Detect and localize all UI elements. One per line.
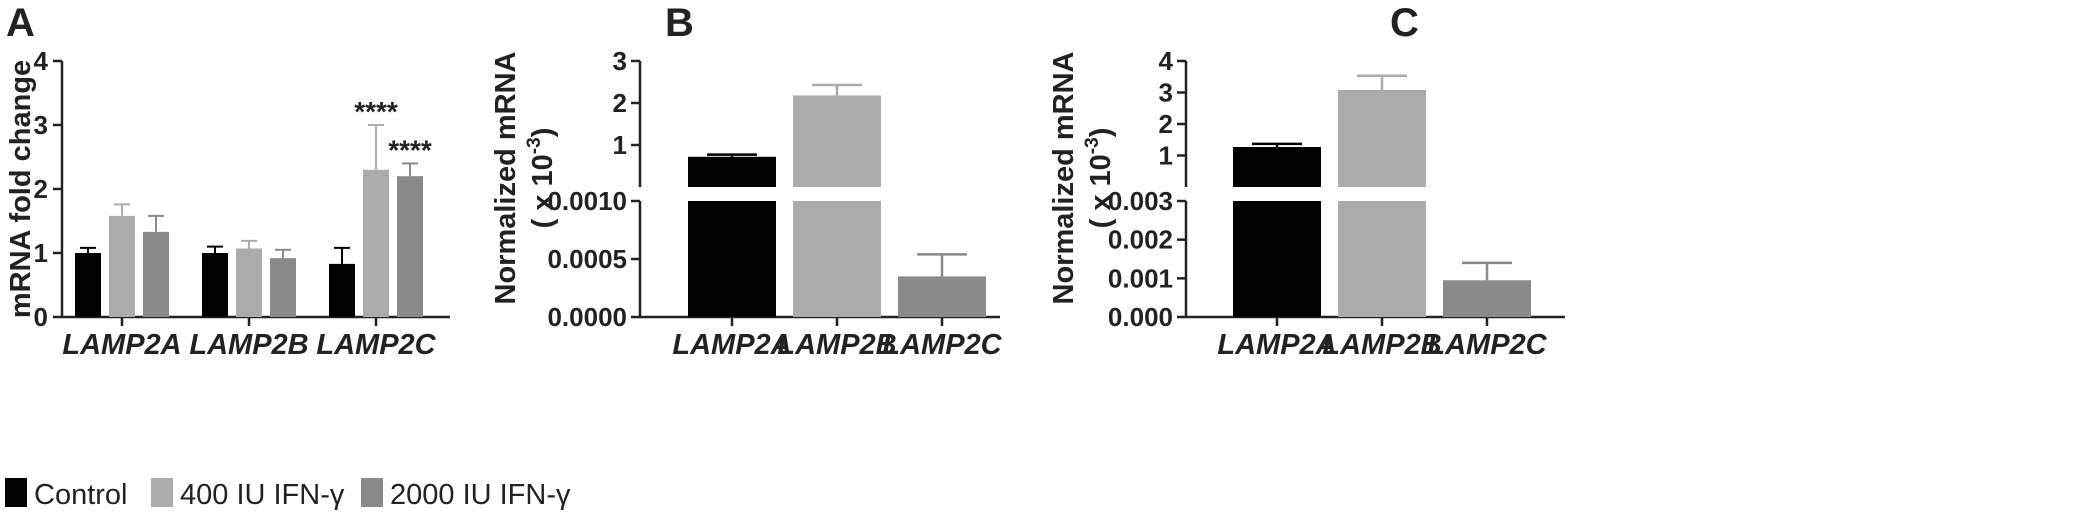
- bar-lamp2b-2000-iu-ifn: [270, 258, 296, 317]
- bar-lamp2a-upper: [1233, 146, 1321, 187]
- y-tick-label: 0.000: [1108, 302, 1173, 332]
- bar-lamp2c: [898, 276, 986, 317]
- x-tick-label: LAMP2C: [882, 329, 1002, 361]
- panel-letter-c: C: [1390, 1, 1419, 45]
- y-axis-unit-close: ): [1085, 128, 1117, 138]
- significance-label: ****: [388, 134, 432, 165]
- bar-lamp2b-upper: [793, 95, 881, 187]
- bar-lamp2a-lower: [688, 201, 776, 317]
- x-tick-label: LAMP2C: [1427, 329, 1547, 361]
- y-tick-label: 3: [34, 110, 48, 140]
- bar-lamp2b-lower: [1338, 201, 1426, 317]
- bar-lamp2a-2000-iu-ifn: [143, 231, 169, 317]
- y-axis-unit-base: ( x 10: [1085, 154, 1117, 228]
- x-tick-label: LAMP2A: [62, 329, 181, 361]
- significance-label: ****: [354, 96, 398, 127]
- legend-swatch-400iu: [151, 478, 173, 507]
- y-axis-title: Normalized mRNA: [1048, 51, 1080, 304]
- panel-letter-b: B: [665, 1, 694, 45]
- y-tick-label: 4: [1159, 46, 1174, 76]
- x-tick-label: LAMP2B: [777, 329, 896, 361]
- bar-lamp2a-400-iu-ifn: [109, 215, 135, 317]
- y-axis-unit-exponent: -3: [1082, 137, 1103, 154]
- bar-lamp2c-2000-iu-ifn: [397, 176, 423, 317]
- panel-letter-a: A: [6, 1, 35, 45]
- legend-swatch-control: [5, 478, 27, 507]
- y-tick-label: 4: [34, 46, 49, 76]
- x-tick-label: LAMP2B: [189, 329, 308, 361]
- bar-lamp2a-control: [75, 253, 101, 317]
- bar-lamp2b-upper: [1338, 89, 1426, 187]
- y-tick-label: 2: [34, 174, 48, 204]
- legend-label-400iu: 400 IU IFN-γ: [180, 479, 345, 511]
- y-tick-label: 3: [1159, 78, 1173, 108]
- legend: Control 400 IU IFN-γ 2000 IU IFN-γ: [5, 478, 571, 511]
- y-tick-label: 0.001: [1108, 263, 1173, 293]
- x-tick-label: LAMP2B: [1322, 329, 1441, 361]
- y-axis-unit-base: ( x 10: [527, 154, 559, 228]
- y-axis-unit: ( x 10-3): [1082, 128, 1117, 229]
- x-tick-label: LAMP2C: [316, 329, 436, 361]
- bar-lamp2c: [1443, 280, 1531, 317]
- y-tick-label: 2: [1159, 109, 1173, 139]
- bar-lamp2a-upper: [688, 156, 776, 187]
- x-tick-label: LAMP2A: [672, 329, 791, 361]
- y-tick-label: 1: [613, 130, 627, 160]
- y-axis-unit-close: ): [527, 128, 559, 138]
- y-tick-label: 0: [34, 302, 48, 332]
- y-tick-label: 1: [34, 238, 48, 268]
- x-tick-label: LAMP2A: [1217, 329, 1336, 361]
- bar-lamp2c-control: [329, 263, 355, 317]
- bar-lamp2c-400-iu-ifn: [363, 169, 389, 317]
- y-tick-label: 1: [1159, 141, 1173, 171]
- y-tick-label: 0.002: [1108, 225, 1173, 255]
- y-tick-label: 0.0005: [547, 244, 627, 274]
- y-tick-label: 0.0000: [547, 302, 627, 332]
- y-axis-unit: ( x 10-3): [524, 128, 559, 229]
- y-tick-label: 0.003: [1108, 186, 1173, 216]
- y-tick-label: 3: [613, 46, 627, 76]
- bar-lamp2a-lower: [1233, 201, 1321, 317]
- y-tick-label: 0.0010: [547, 186, 627, 216]
- y-axis-title: Normalized mRNA: [490, 51, 522, 304]
- bar-lamp2b-400-iu-ifn: [236, 248, 262, 317]
- legend-label-2000iu: 2000 IU IFN-γ: [390, 479, 571, 511]
- legend-label-control: Control: [34, 479, 128, 511]
- panel-b: B 0.0000 0.0005 0.0010 1 2 3 Normalized mRNA( …: [490, 1, 1003, 361]
- y-axis-title: mRNA fold change: [5, 60, 37, 318]
- bar-lamp2b-control: [202, 253, 228, 317]
- y-tick-label: 2: [613, 88, 627, 118]
- bar-lamp2b-lower: [793, 201, 881, 317]
- legend-swatch-2000iu: [361, 478, 383, 507]
- y-axis-unit-exponent: -3: [524, 137, 545, 154]
